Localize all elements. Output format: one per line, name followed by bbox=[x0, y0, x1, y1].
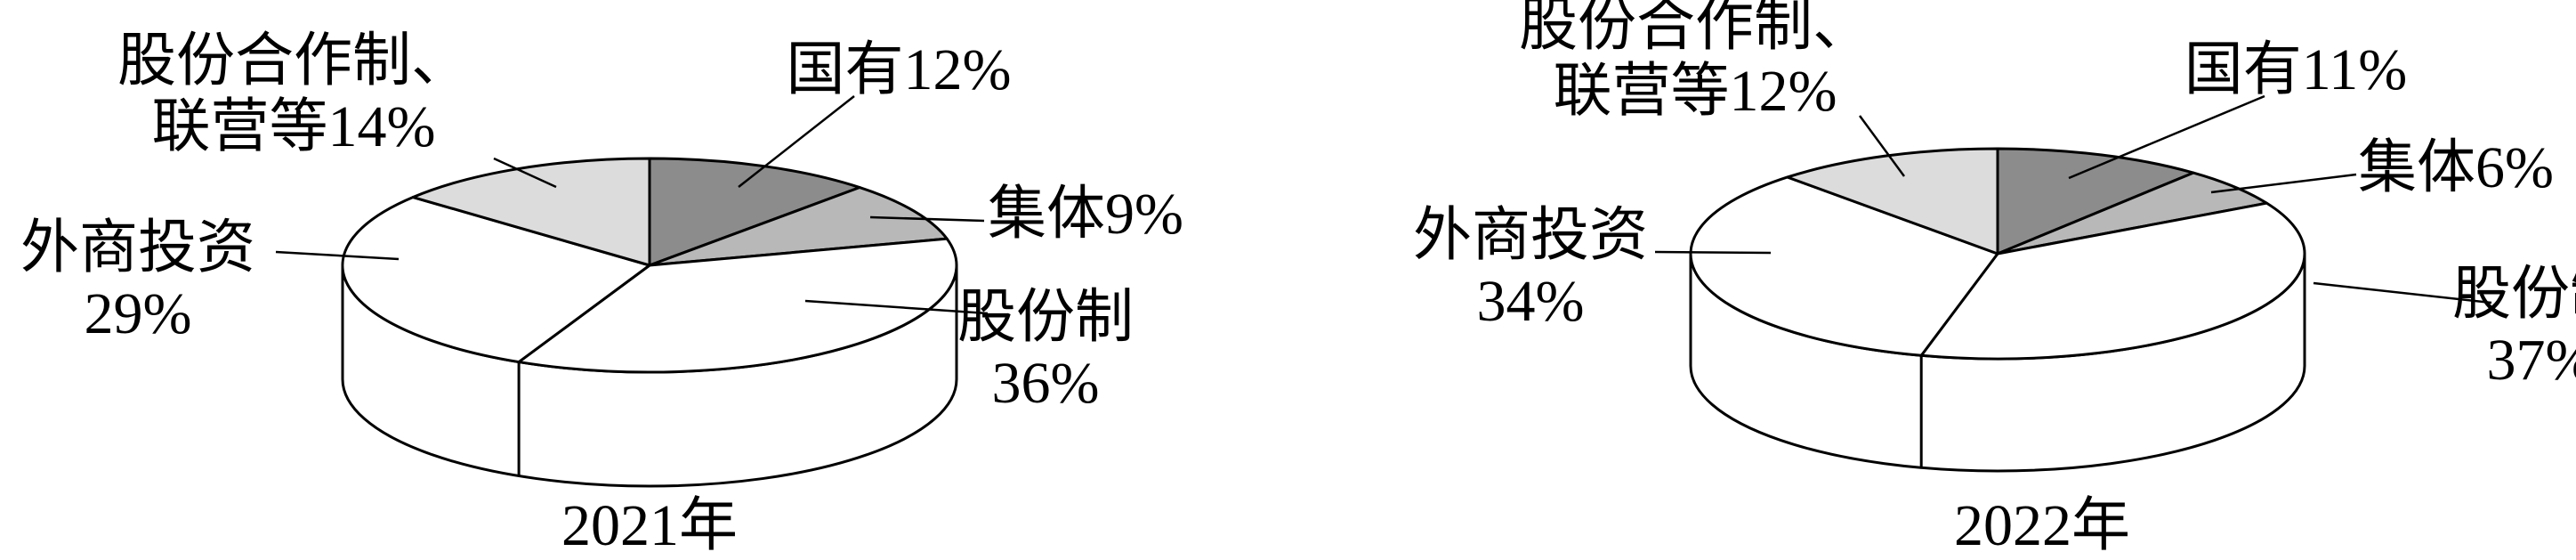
slice-label-jiti: 集体6% bbox=[2358, 135, 2554, 200]
slice-label-jiti: 集体9% bbox=[988, 182, 1183, 247]
leader-line-guoyou bbox=[738, 95, 855, 188]
slice-label-gufen: 股份制 bbox=[2452, 262, 2576, 327]
leader-line-jiti bbox=[2210, 173, 2357, 194]
pie-slice-gufen bbox=[517, 237, 958, 374]
slice-label-waishang: 34% bbox=[1477, 269, 1585, 334]
pie-slice-waishang bbox=[1689, 175, 1999, 357]
pie-slice-jiti bbox=[648, 186, 949, 267]
slice-label-waishang: 29% bbox=[85, 281, 192, 346]
slice-label-hezuo: 联营等12% bbox=[1554, 59, 1837, 124]
slice-label-gufen: 37% bbox=[2487, 328, 2576, 393]
pie-slice-guoyou bbox=[1996, 147, 2195, 256]
pie-slice-guoyou bbox=[648, 157, 861, 267]
slice-label-guoyou: 国有12% bbox=[787, 37, 1012, 102]
slice-label-hezuo: 股份合作制、 bbox=[1519, 0, 1871, 58]
leader-line-gufen bbox=[2313, 281, 2492, 304]
leader-line-jiti bbox=[869, 215, 985, 223]
pie-slice-hezuo bbox=[411, 157, 651, 267]
slice-label-gufen: 股份制 bbox=[957, 285, 1134, 350]
leader-line-guoyou bbox=[2068, 94, 2265, 180]
slice-label-hezuo: 联营等14% bbox=[152, 94, 436, 159]
chart-title: 2021年 bbox=[561, 493, 738, 558]
pie-slice-waishang bbox=[341, 196, 651, 364]
pie-slice-hezuo bbox=[1786, 147, 1999, 256]
slice-label-waishang: 外商投资 bbox=[1413, 203, 1648, 268]
slice-label-waishang: 外商投资 bbox=[20, 215, 255, 280]
chart-title: 2022年 bbox=[1954, 493, 2130, 558]
slice-label-hezuo: 股份合作制、 bbox=[117, 28, 470, 93]
leader-line-hezuo bbox=[1858, 115, 1906, 177]
slice-label-guoyou: 国有11% bbox=[2184, 37, 2408, 102]
pie-slice-gufen bbox=[1919, 201, 2306, 361]
slice-label-gufen: 36% bbox=[992, 351, 1100, 416]
leader-line-waishang bbox=[275, 250, 400, 261]
leader-line-gufen bbox=[804, 299, 989, 315]
leader-line-hezuo bbox=[493, 157, 557, 189]
leader-line-waishang bbox=[1654, 250, 1772, 255]
